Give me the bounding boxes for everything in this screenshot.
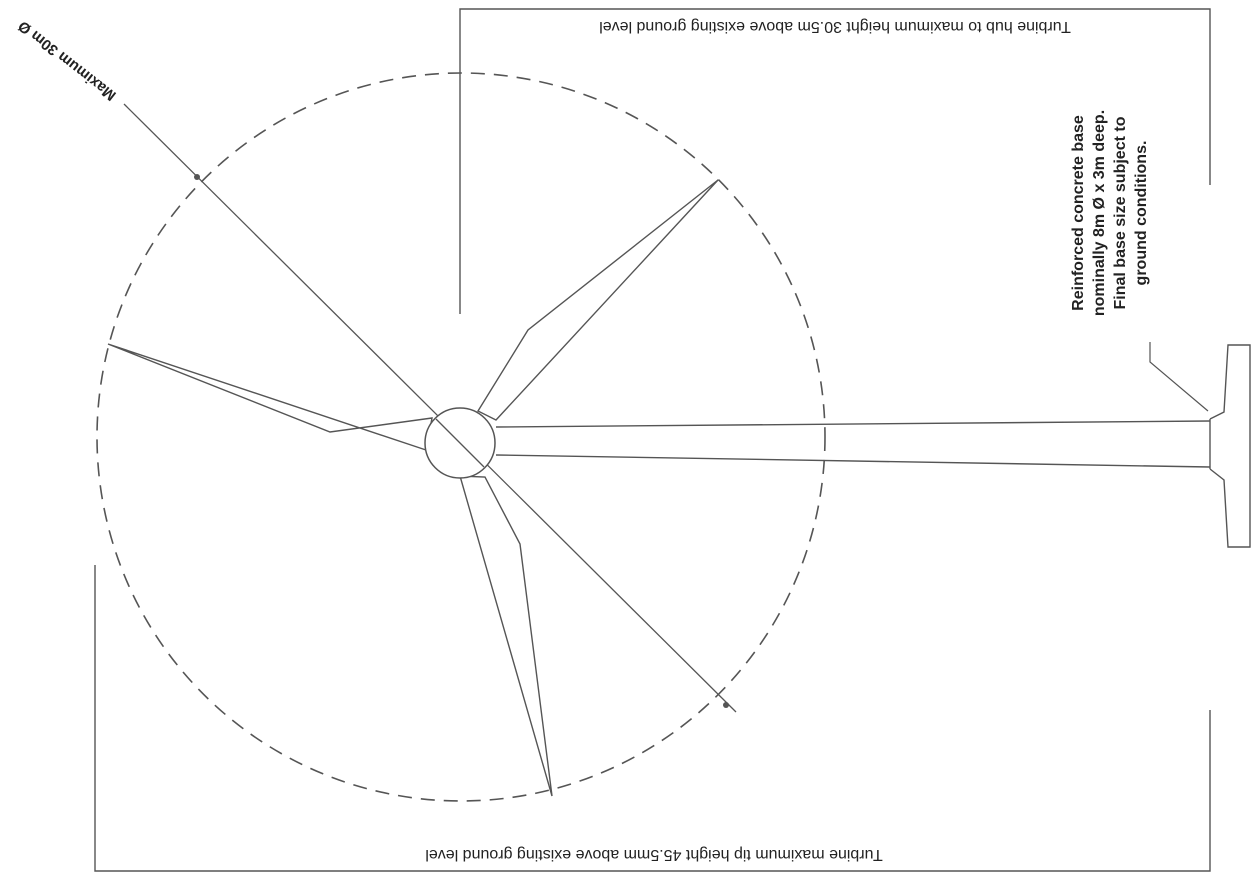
base-note-line-2: nominally 8m Ø x 3m deep. xyxy=(1091,110,1108,316)
diameter-arrow-top xyxy=(194,174,200,180)
base-note-leader xyxy=(1149,342,1209,412)
diameter-arrow-bottom xyxy=(723,702,729,708)
tip-height-label: Turbine maximum tip height 45.5mm above … xyxy=(425,846,882,863)
rotor-diameter-line xyxy=(123,103,737,713)
hub-height-label: Turbine hub to maximum height 30.5m abov… xyxy=(599,18,1071,35)
tip-height-dimension xyxy=(94,565,1211,872)
rotor-diameter-label: Maximum 30m Ø xyxy=(15,17,120,104)
blade-upper-right xyxy=(477,179,719,421)
blade-lower xyxy=(459,475,553,797)
base-note-line-4: ground conditions. xyxy=(1133,141,1150,286)
rotor-swept-circle xyxy=(96,72,826,802)
blade-left xyxy=(107,343,433,451)
hub-height-dimension xyxy=(459,8,1211,314)
hub-diameter-segment xyxy=(435,418,485,468)
base-note: Reinforced concrete base nominally 8m Ø … xyxy=(1070,110,1150,316)
tower-edge-top xyxy=(495,420,1211,428)
base-note-line-3: Final base size subject to xyxy=(1112,116,1129,309)
tower-edge-bottom xyxy=(495,454,1211,468)
foundation-base xyxy=(1209,344,1251,548)
base-note-line-1: Reinforced concrete base xyxy=(1070,115,1087,311)
